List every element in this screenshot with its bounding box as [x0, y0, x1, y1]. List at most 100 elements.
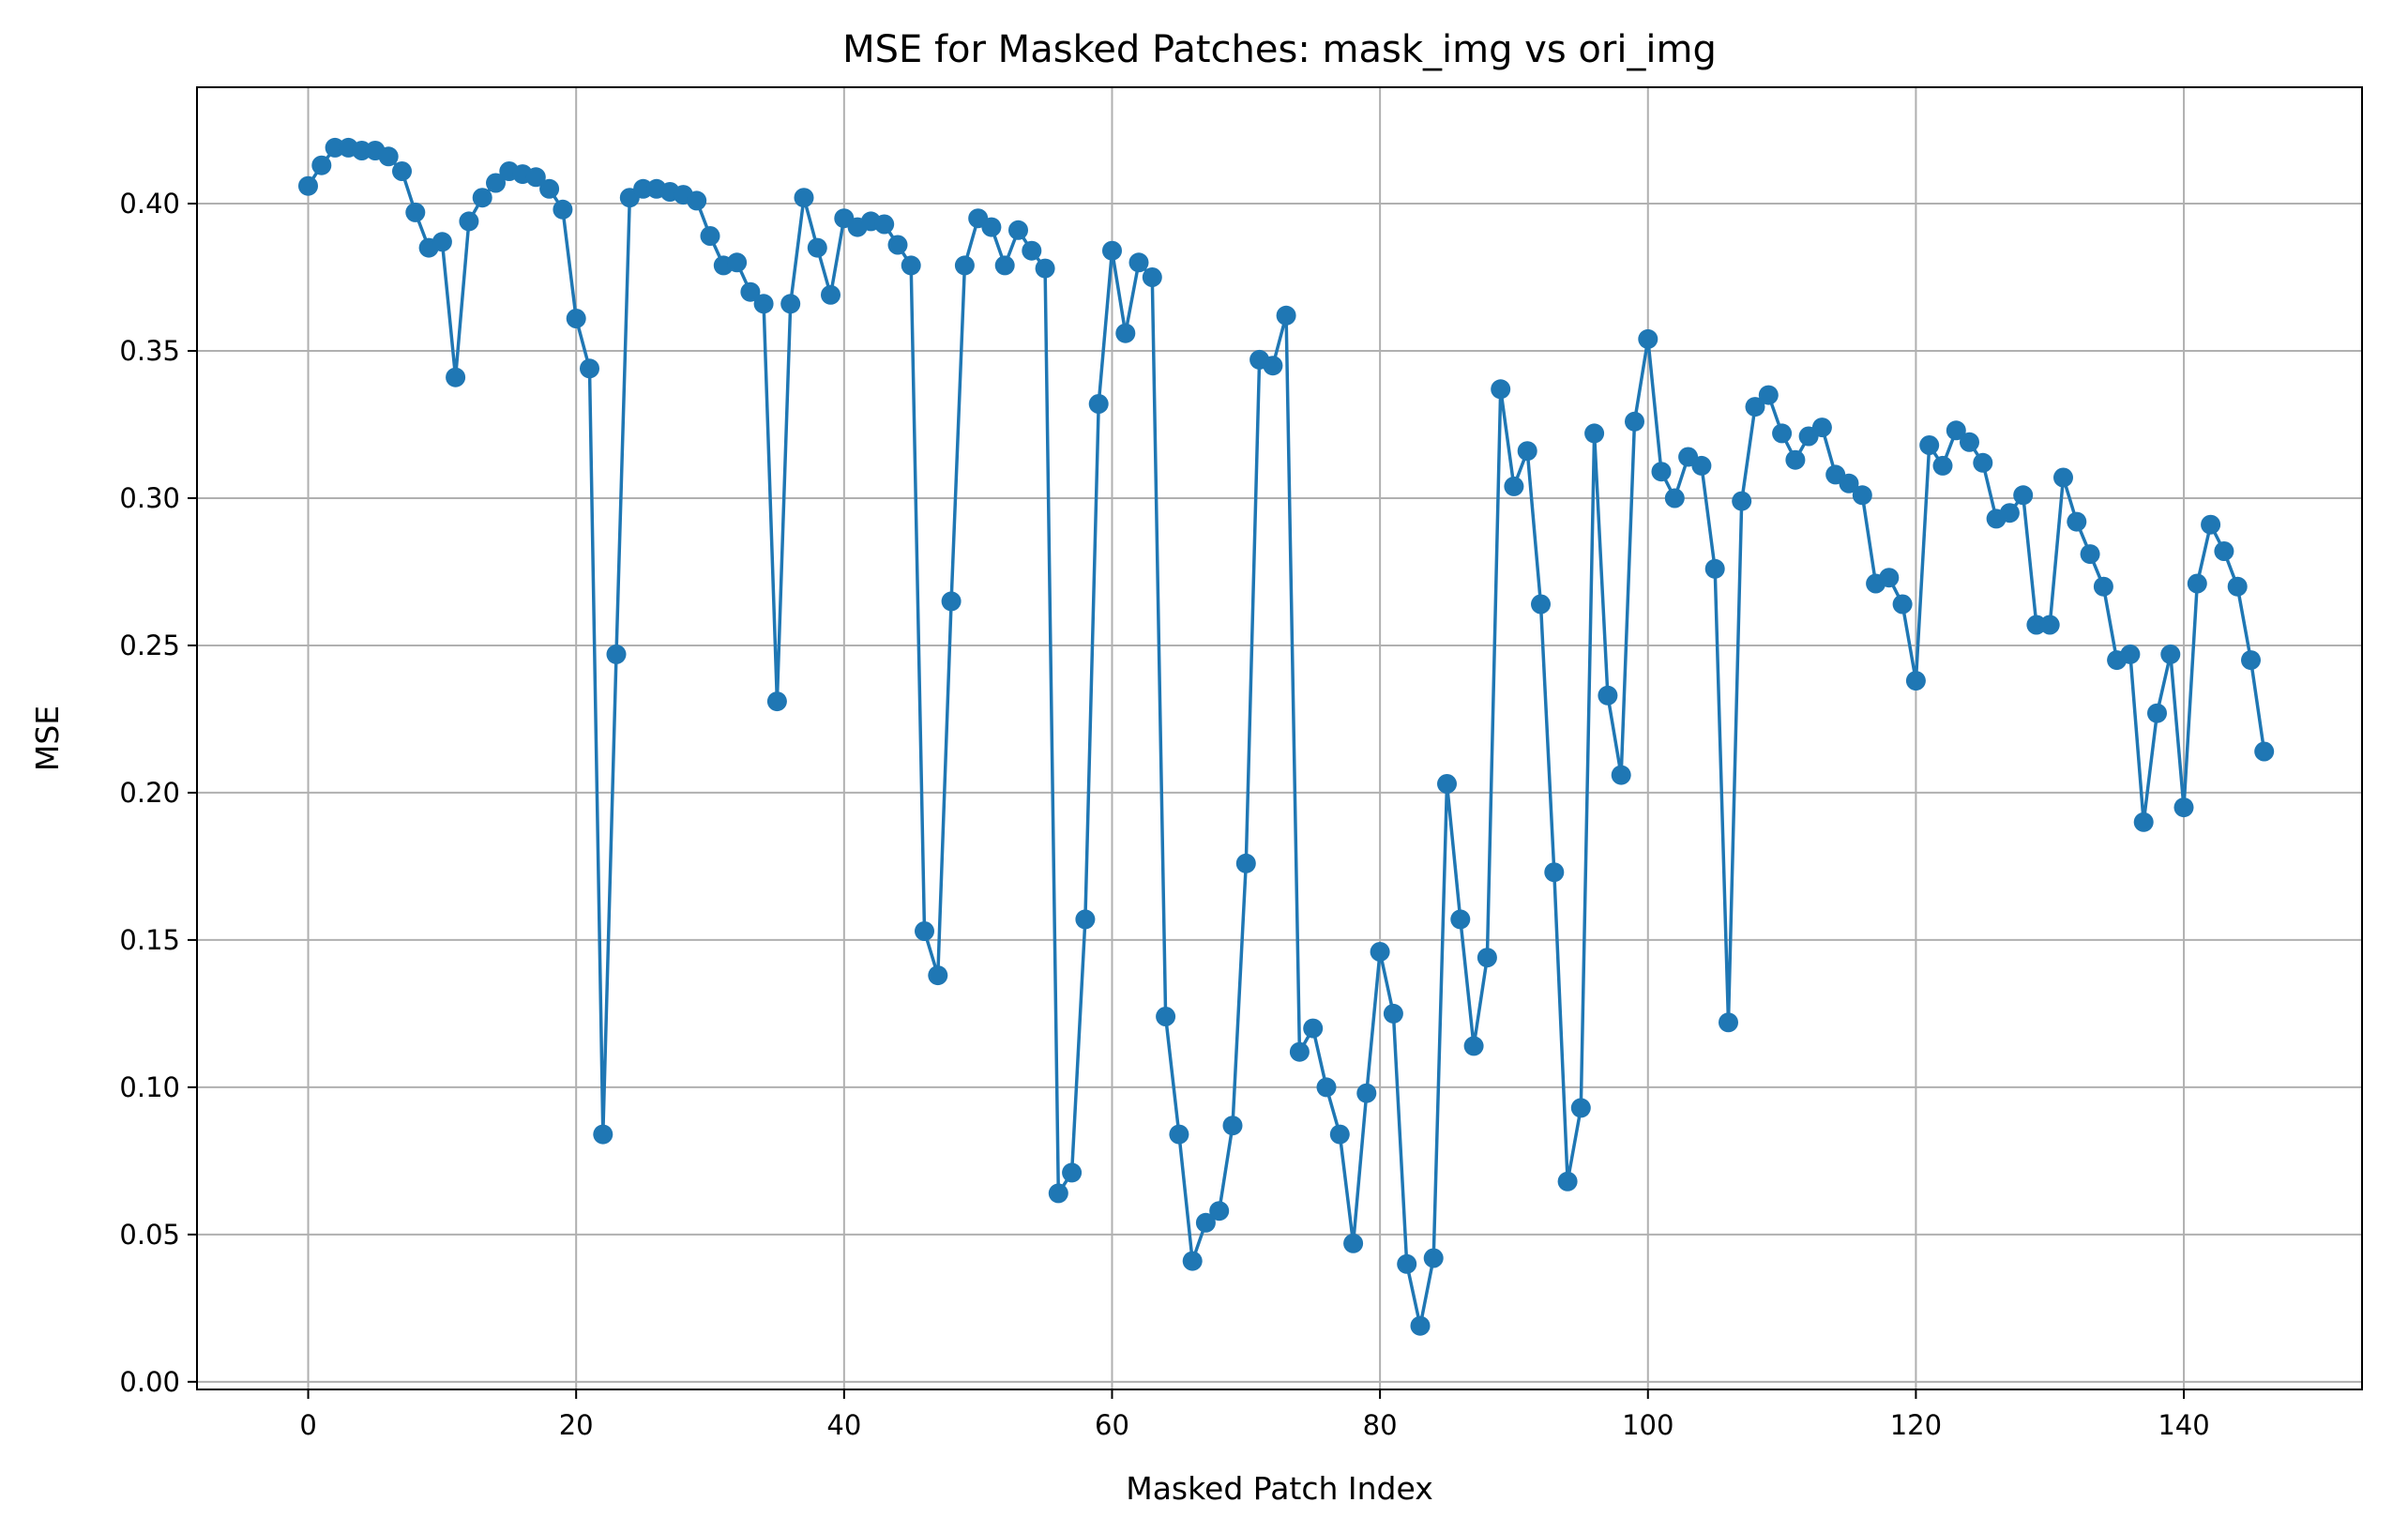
- data-point: [1343, 1233, 1364, 1253]
- data-point: [2160, 644, 2181, 664]
- data-point: [593, 1124, 613, 1145]
- data-point: [298, 175, 318, 196]
- data-point: [1517, 441, 1537, 462]
- data-point: [1303, 1018, 1324, 1039]
- data-point: [1811, 417, 1832, 438]
- data-point: [2013, 485, 2034, 506]
- data-point: [901, 255, 921, 276]
- chart-title: MSE for Masked Patches: mask_img vs ori_…: [842, 28, 1717, 71]
- data-point: [1691, 455, 1712, 476]
- x-tick-label: 40: [826, 1409, 861, 1441]
- data-point: [1008, 220, 1028, 240]
- data-point: [1423, 1248, 1444, 1268]
- data-point: [1491, 379, 1511, 400]
- data-point: [432, 232, 452, 252]
- data-point: [1289, 1041, 1310, 1062]
- data-point: [1329, 1124, 1350, 1145]
- data-point: [1999, 503, 2020, 524]
- data-point: [1356, 1083, 1377, 1103]
- x-tick-label: 60: [1095, 1409, 1129, 1441]
- data-point: [1222, 1116, 1243, 1136]
- data-point: [1169, 1124, 1189, 1145]
- data-point: [1745, 397, 1765, 417]
- data-point: [727, 252, 748, 273]
- data-point: [1719, 1012, 1738, 1033]
- data-point: [887, 235, 908, 255]
- data-point: [2133, 812, 2154, 832]
- data-point: [459, 211, 479, 232]
- x-tick-label: 0: [299, 1409, 316, 1441]
- data-point: [539, 178, 560, 199]
- data-point: [1182, 1251, 1203, 1271]
- x-tick-label: 80: [1363, 1409, 1398, 1441]
- data-point: [1892, 594, 1913, 615]
- data-point: [525, 167, 546, 188]
- data-point: [1905, 671, 1926, 691]
- data-point: [700, 226, 720, 246]
- plot-frame: [196, 86, 2363, 1390]
- data-point: [2254, 741, 2275, 762]
- y-axis-label: MSE: [29, 706, 66, 771]
- data-point: [794, 188, 814, 208]
- data-point: [1973, 452, 1993, 473]
- data-point: [1531, 594, 1551, 615]
- data-point: [553, 199, 573, 220]
- data-point: [1651, 462, 1672, 482]
- data-point: [1195, 1212, 1216, 1233]
- data-point: [1128, 252, 1149, 273]
- data-point: [2067, 511, 2087, 532]
- y-tick-label: 0.15: [119, 924, 180, 956]
- data-point: [874, 214, 895, 235]
- data-point: [2187, 573, 2207, 594]
- data-point: [1156, 1007, 1176, 1026]
- data-point: [1625, 411, 1644, 432]
- data-point: [2080, 544, 2100, 565]
- data-point: [392, 161, 412, 181]
- data-point: [753, 294, 774, 314]
- x-tick-label: 140: [2158, 1409, 2209, 1441]
- data-point: [1263, 356, 1283, 376]
- data-point: [1102, 240, 1122, 261]
- data-point: [1048, 1183, 1068, 1204]
- data-point: [1544, 862, 1565, 883]
- y-tick-label: 0.30: [119, 482, 180, 514]
- x-tick-label: 100: [1622, 1409, 1673, 1441]
- data-point: [405, 202, 426, 222]
- y-tick-label: 0.20: [119, 777, 180, 809]
- data-point: [2201, 514, 2221, 535]
- data-point: [1852, 485, 1872, 506]
- data-point: [1919, 435, 1940, 455]
- data-point: [566, 309, 586, 328]
- y-tick-label: 0.40: [119, 188, 180, 220]
- data-point: [687, 190, 707, 211]
- y-tick-label: 0.00: [119, 1366, 180, 1398]
- data-point: [1235, 853, 1256, 873]
- grid-lines: [197, 87, 2362, 1389]
- data-point: [1035, 258, 1055, 279]
- data-point: [1704, 558, 1725, 579]
- data-point: [1088, 394, 1109, 414]
- series-layer: [298, 137, 2275, 1336]
- axis-ticks: 0 20 40 60 80 100 120 140 0.00 0.05 0.10 0.15 0.20 0.…: [119, 188, 2209, 1441]
- data-point: [311, 155, 332, 175]
- data-point: [954, 255, 975, 276]
- data-point: [1142, 267, 1162, 287]
- data-point: [2173, 797, 2194, 818]
- data-point: [1463, 1036, 1484, 1056]
- x-tick-label: 20: [559, 1409, 594, 1441]
- data-point: [2053, 467, 2073, 488]
- y-tick-label: 0.35: [119, 335, 180, 367]
- data-point: [941, 591, 962, 612]
- data-point: [1022, 240, 1042, 261]
- data-point: [928, 965, 948, 986]
- data-point: [1557, 1171, 1578, 1191]
- data-point: [606, 644, 627, 664]
- data-point: [1062, 1162, 1083, 1183]
- data-point: [780, 294, 801, 314]
- data-point: [1879, 568, 1900, 588]
- data-point: [821, 284, 841, 305]
- data-point: [1209, 1201, 1230, 1222]
- data-point: [2214, 541, 2234, 561]
- data-point: [2227, 576, 2248, 597]
